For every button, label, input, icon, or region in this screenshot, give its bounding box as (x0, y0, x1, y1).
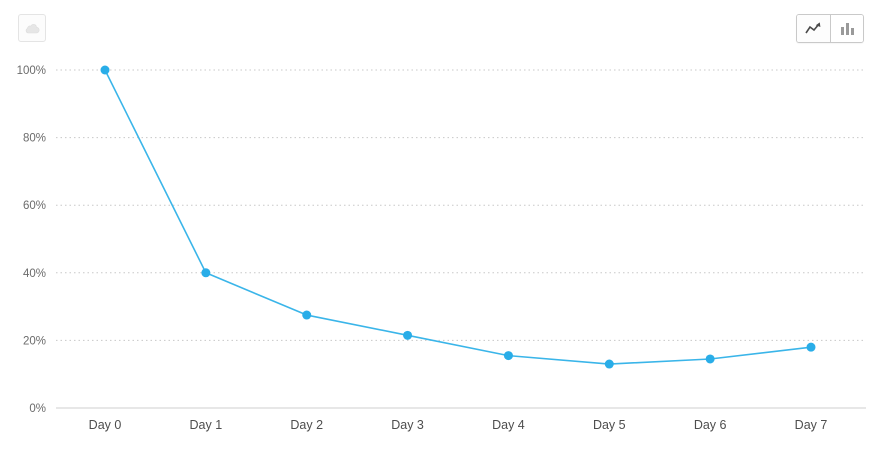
data-point[interactable] (705, 354, 715, 364)
line-series (104, 69, 812, 365)
data-point[interactable] (503, 351, 513, 361)
data-point[interactable] (806, 342, 816, 352)
data-point[interactable] (604, 359, 614, 369)
x-axis-tick-label: Day 6 (694, 418, 727, 432)
y-axis-tick-label: 100% (17, 65, 46, 77)
chart-type-toggle (796, 14, 864, 43)
x-axis-tick-label: Day 2 (290, 418, 323, 432)
cloud-icon (24, 22, 40, 34)
x-axis-tick-label: Day 1 (190, 418, 223, 432)
x-axis-tick-label: Day 7 (795, 418, 828, 432)
data-point[interactable] (302, 310, 312, 320)
data-point[interactable] (100, 65, 110, 75)
x-axis-tick-label: Day 3 (391, 418, 424, 432)
x-axis-tick-label: Day 0 (89, 418, 122, 432)
x-axis-tick-label: Day 5 (593, 418, 626, 432)
y-axis-tick-label: 80% (23, 133, 46, 145)
data-point[interactable] (201, 268, 211, 278)
y-axis-tick-label: 0% (29, 403, 46, 415)
line-chart-icon (805, 22, 822, 35)
x-axis-tick-label: Day 4 (492, 418, 525, 432)
line-chart-button[interactable] (797, 15, 830, 42)
chart-options-button[interactable] (18, 14, 46, 42)
y-axis-tick-label: 20% (23, 335, 46, 347)
data-point[interactable] (403, 330, 413, 340)
bar-chart-icon (840, 22, 854, 35)
y-axis-tick-label: 40% (23, 268, 46, 280)
bar-chart-button[interactable] (830, 15, 863, 42)
y-axis-tick-label: 60% (23, 200, 46, 212)
